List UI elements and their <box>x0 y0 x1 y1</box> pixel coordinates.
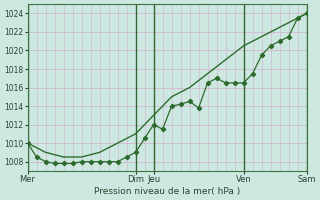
X-axis label: Pression niveau de la mer( hPa ): Pression niveau de la mer( hPa ) <box>94 187 240 196</box>
